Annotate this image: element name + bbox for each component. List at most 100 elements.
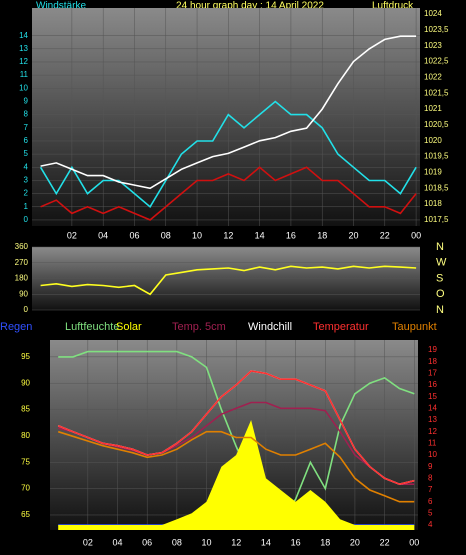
y2-tick-label: 16 xyxy=(428,380,437,389)
y2-tick-label: 17 xyxy=(428,368,437,377)
y2-tick-label: 1020 xyxy=(424,136,442,145)
y-tick-label: 90 xyxy=(19,289,28,298)
y-tick-label: 5 xyxy=(24,149,29,158)
y2-tick-label: 6 xyxy=(428,497,433,506)
series-line xyxy=(40,166,417,221)
x-tick-label: 16 xyxy=(291,537,301,547)
x-tick-label: 22 xyxy=(380,230,390,240)
series-area xyxy=(58,420,415,530)
x-tick-label: 08 xyxy=(161,230,171,240)
x-tick-label: 04 xyxy=(98,230,108,240)
y2-tick-label: 12 xyxy=(428,427,437,436)
y-tick-label: 95 xyxy=(21,352,30,361)
y-tick-label: 9 xyxy=(24,97,29,106)
y2-tick-label: 8 xyxy=(428,473,433,482)
legend-entry: Solar xyxy=(116,321,142,333)
y2-tick-label: W xyxy=(436,257,447,269)
y2-tick-label: 1024 xyxy=(424,9,442,18)
legend-entry: Taupunkt xyxy=(392,321,437,333)
series-line xyxy=(40,265,417,296)
x-tick-label: 00 xyxy=(409,537,419,547)
y-tick-label: 10 xyxy=(19,83,28,92)
y2-tick-label: N xyxy=(436,304,444,316)
x-tick-label: 18 xyxy=(317,230,327,240)
y2-tick-label: 1021,5 xyxy=(424,88,449,97)
y2-axis-label: Luftdruck xyxy=(372,1,414,12)
x-tick-label: 20 xyxy=(349,230,359,240)
y-tick-label: 12 xyxy=(19,57,28,66)
y2-tick-label: 1022 xyxy=(424,73,442,82)
y2-tick-label: 7 xyxy=(428,485,433,494)
y-tick-label: 360 xyxy=(15,242,29,251)
x-tick-label: 08 xyxy=(172,537,182,547)
y-tick-label: 13 xyxy=(19,44,28,53)
y-tick-label: 270 xyxy=(15,258,29,267)
y-tick-label: 180 xyxy=(15,274,29,283)
x-tick-label: 14 xyxy=(261,537,271,547)
y2-tick-label: 18 xyxy=(428,357,437,366)
series-line xyxy=(57,430,415,503)
x-tick-label: 02 xyxy=(67,230,77,240)
x-tick-label: 18 xyxy=(320,537,330,547)
x-tick-label: 04 xyxy=(113,537,123,547)
series-line xyxy=(58,401,415,485)
y-tick-label: 1 xyxy=(24,202,29,211)
y-axis-label: Windstärke xyxy=(36,1,86,12)
y-tick-label: 8 xyxy=(24,110,29,119)
x-tick-label: 12 xyxy=(223,230,233,240)
y-tick-label: 90 xyxy=(21,378,30,387)
y2-tick-label: 1022,5 xyxy=(424,57,449,66)
series-line xyxy=(58,350,415,522)
y2-tick-label: 1018 xyxy=(424,199,442,208)
legend-entry: Temperatur xyxy=(313,321,369,333)
y2-tick-label: 1020,5 xyxy=(424,120,449,129)
series-line xyxy=(40,35,417,190)
series-line xyxy=(39,100,417,209)
x-tick-label: 00 xyxy=(411,230,421,240)
y-tick-label: 2 xyxy=(24,189,29,198)
y-tick-label: 0 xyxy=(24,215,29,224)
y2-tick-label: 1017,5 xyxy=(424,215,449,224)
y2-tick-label: 1018,5 xyxy=(424,183,449,192)
y2-tick-label: 1019,5 xyxy=(424,152,449,161)
y-tick-label: 11 xyxy=(20,70,29,79)
y-tick-label: 65 xyxy=(21,510,30,519)
y-tick-label: 85 xyxy=(21,405,30,414)
legend-entry: Temp. 5cm xyxy=(172,321,226,333)
y2-tick-label: O xyxy=(436,288,445,300)
y-tick-label: 80 xyxy=(21,431,30,440)
x-tick-label: 22 xyxy=(380,537,390,547)
legend-entry: Regen xyxy=(0,321,32,333)
x-tick-label: 20 xyxy=(350,537,360,547)
y2-tick-label: N xyxy=(436,241,444,253)
y-tick-label: 0 xyxy=(24,305,29,314)
y2-tick-label: 5 xyxy=(428,508,433,517)
y2-tick-label: 1023,5 xyxy=(424,25,449,34)
y-tick-label: 14 xyxy=(19,31,28,40)
x-tick-label: 12 xyxy=(231,537,241,547)
y2-tick-label: 13 xyxy=(428,415,437,424)
x-tick-label: 10 xyxy=(202,537,212,547)
y-tick-label: 7 xyxy=(24,123,29,132)
y2-tick-label: S xyxy=(436,272,443,284)
legend-entry: Windchill xyxy=(248,321,292,333)
y2-tick-label: 1019 xyxy=(424,168,442,177)
y-tick-label: 3 xyxy=(24,176,29,185)
y2-tick-label: 14 xyxy=(428,403,437,412)
x-tick-label: 06 xyxy=(129,230,139,240)
x-tick-label: 10 xyxy=(192,230,202,240)
y-tick-label: 4 xyxy=(24,162,29,171)
y-tick-label: 70 xyxy=(21,484,30,493)
series-line xyxy=(57,370,415,486)
y2-tick-label: 10 xyxy=(428,450,437,459)
y-tick-label: 75 xyxy=(21,457,30,466)
x-tick-label: 16 xyxy=(286,230,296,240)
y2-tick-label: 9 xyxy=(428,462,433,471)
y2-tick-label: 11 xyxy=(428,438,437,447)
chart-title: 24 hour graph day : 14 April 2022 xyxy=(176,1,324,12)
x-tick-label: 14 xyxy=(255,230,265,240)
y2-tick-label: 1023 xyxy=(424,41,442,50)
y2-tick-label: 15 xyxy=(428,392,437,401)
legend-entry: Luftfeuchte xyxy=(65,321,119,333)
